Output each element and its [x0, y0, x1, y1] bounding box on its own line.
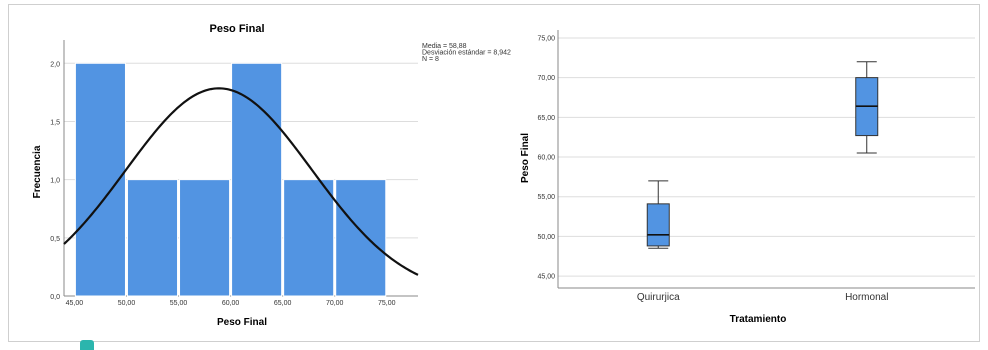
boxplot-y-label: Peso Final — [520, 133, 531, 183]
boxplot-category-label: Hormonal — [845, 292, 888, 303]
boxplot-y-tick: 50,00 — [537, 234, 555, 241]
histogram-stat-line: Desviación estándar = 8,942 — [422, 50, 511, 57]
boxplot-y-tick: 55,00 — [537, 194, 555, 201]
histogram-x-tick: 60,00 — [222, 300, 240, 307]
boxplot-y-tick: 70,00 — [537, 75, 555, 82]
histogram-bar — [283, 179, 335, 297]
histogram-bar — [335, 179, 387, 297]
histogram-bar — [74, 62, 126, 297]
histogram-y-tick: 2,0 — [50, 61, 60, 68]
histogram-x-tick: 50,00 — [118, 300, 136, 307]
histogram-stat-line: Media = 58,88 — [422, 43, 467, 50]
histogram-x-tick: 70,00 — [326, 300, 344, 307]
boxplot-x-label: Tratamiento — [730, 314, 787, 325]
histogram-y-tick: 1,0 — [50, 178, 60, 185]
normal-curve — [63, 87, 419, 276]
boxplot-box — [646, 203, 670, 247]
histogram-y-label: Frecuencia — [32, 145, 43, 198]
histogram-y-tick: 0,0 — [50, 294, 60, 301]
histogram-bar — [179, 179, 231, 297]
histogram-x-tick: 55,00 — [170, 300, 188, 307]
histogram-x-tick: 65,00 — [274, 300, 292, 307]
histogram-title: Peso Final — [209, 23, 264, 35]
boxplot-y-tick: 65,00 — [537, 115, 555, 122]
histogram-bar — [231, 62, 283, 297]
histogram-x-tick: 75,00 — [378, 300, 396, 307]
teal-tab-marker — [80, 340, 94, 350]
boxplot-chart: Tratamiento Peso Final 45,00 50,00 55,00 60… — [520, 30, 975, 325]
histogram-x-label: Peso Final — [217, 317, 267, 328]
histogram-y-tick: 1,5 — [50, 119, 60, 126]
histogram-chart: Peso Final Peso Final Frecuencia Media =… — [32, 23, 511, 328]
boxplot-y-tick: 45,00 — [537, 274, 555, 281]
histogram-stat-line: N = 8 — [422, 56, 439, 63]
boxplot-y-tick: 75,00 — [537, 35, 555, 42]
histogram-x-tick: 45,00 — [66, 300, 84, 307]
boxplot-y-tick: 60,00 — [537, 155, 555, 162]
boxplot-category-label: Quirurjica — [637, 292, 680, 303]
histogram-bar — [126, 179, 179, 297]
histogram-y-tick: 0,5 — [50, 236, 60, 243]
